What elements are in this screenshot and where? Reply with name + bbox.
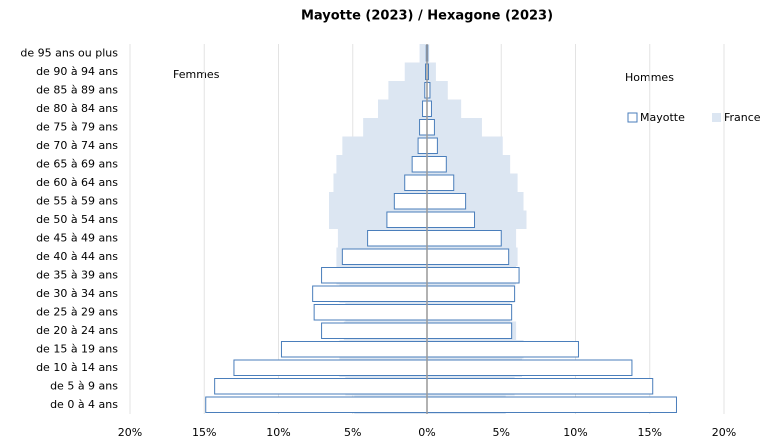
- bar: [321, 322, 428, 339]
- chart-title: Mayotte (2023) / Hexagone (2023): [301, 9, 553, 24]
- bar: [404, 174, 428, 191]
- legend-swatch: [627, 112, 638, 123]
- bar: [426, 174, 455, 191]
- bar: [342, 136, 427, 155]
- y-tick-label: de 65 à 69 ans: [36, 157, 118, 170]
- x-tick-label: 5%: [493, 426, 510, 439]
- y-tick-label: de 50 à 54 ans: [36, 213, 118, 226]
- bar: [341, 248, 428, 265]
- bar: [426, 396, 677, 413]
- legend-label: France: [724, 111, 761, 124]
- bar: [426, 267, 520, 284]
- bar: [377, 99, 427, 118]
- bar: [312, 285, 428, 302]
- y-tick-label: de 30 à 34 ans: [36, 287, 118, 300]
- bar: [426, 193, 467, 210]
- bar: [427, 155, 511, 174]
- y-tick-label: de 90 à 94 ans: [36, 65, 118, 78]
- bar: [363, 118, 427, 137]
- bar: [426, 230, 502, 247]
- bar: [426, 119, 435, 136]
- bar: [280, 341, 428, 358]
- x-tick-label: 15%: [638, 426, 662, 439]
- y-tick-label: de 5 à 9 ans: [50, 379, 118, 392]
- bar: [393, 193, 428, 210]
- bar: [426, 248, 510, 265]
- legend-swatch: [712, 113, 721, 122]
- bar: [386, 211, 428, 228]
- y-tick-label: de 20 à 24 ans: [36, 324, 118, 337]
- x-tick-label: 5%: [344, 426, 361, 439]
- y-tick-label: de 60 à 64 ans: [36, 176, 118, 189]
- bar: [214, 378, 428, 395]
- x-tick-label: 10%: [563, 426, 587, 439]
- bar: [426, 378, 654, 395]
- bar: [427, 99, 462, 118]
- x-tick-label: 20%: [712, 426, 736, 439]
- y-tick-label: de 10 à 14 ans: [36, 361, 118, 374]
- bar: [426, 341, 579, 358]
- y-tick-label: de 85 à 89 ans: [36, 83, 118, 96]
- bar: [419, 44, 427, 63]
- bar: [427, 62, 436, 81]
- y-tick-label: de 25 à 29 ans: [36, 305, 118, 318]
- bar: [205, 396, 428, 413]
- bar: [388, 81, 427, 100]
- y-tick-label: de 75 à 79 ans: [36, 120, 118, 133]
- bar: [426, 137, 438, 154]
- annotation: Femmes: [173, 68, 220, 81]
- bar: [367, 230, 428, 247]
- bar: [233, 359, 428, 376]
- y-tick-label: de 40 à 44 ans: [36, 250, 118, 263]
- bar: [426, 322, 513, 339]
- bar: [404, 62, 427, 81]
- legend-label: Mayotte: [640, 111, 685, 124]
- x-tick-label: 20%: [118, 426, 142, 439]
- bar: [426, 359, 633, 376]
- x-tick-label: 10%: [266, 426, 290, 439]
- bar: [426, 211, 476, 228]
- bar: [411, 156, 428, 173]
- y-tick-label: de 35 à 39 ans: [36, 268, 118, 281]
- bar: [427, 81, 448, 100]
- y-tick-label: de 55 à 59 ans: [36, 194, 118, 207]
- bar: [336, 155, 427, 174]
- bar: [313, 304, 428, 321]
- bar: [427, 136, 503, 155]
- x-tick-label: 0%: [418, 426, 435, 439]
- bar: [333, 173, 427, 192]
- bar: [419, 119, 428, 136]
- bar: [426, 285, 516, 302]
- bar: [417, 137, 428, 154]
- x-tick-label: 15%: [192, 426, 216, 439]
- bar: [426, 304, 513, 321]
- y-tick-label: de 80 à 84 ans: [36, 102, 118, 115]
- bar: [427, 118, 482, 137]
- y-tick-label: de 95 ans ou plus: [20, 46, 118, 59]
- y-tick-label: de 0 à 4 ans: [50, 398, 118, 411]
- y-tick-label: de 15 à 19 ans: [36, 342, 118, 355]
- bar: [426, 156, 447, 173]
- bar: [321, 267, 428, 284]
- y-tick-label: de 45 à 49 ans: [36, 231, 118, 244]
- y-tick-label: de 70 à 74 ans: [36, 139, 118, 152]
